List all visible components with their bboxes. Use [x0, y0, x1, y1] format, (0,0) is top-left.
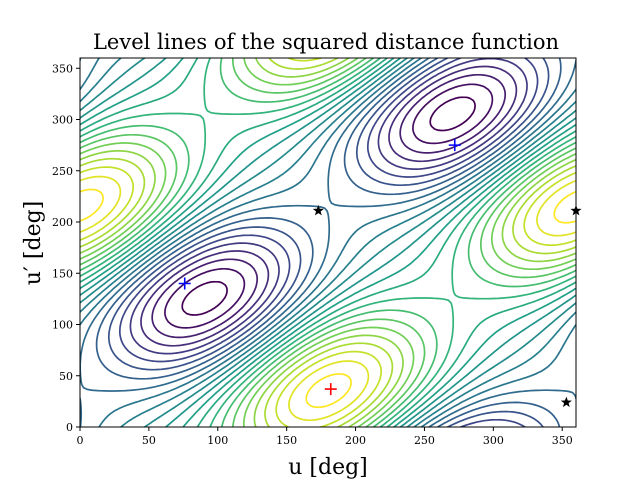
contour-level-14 [80, 58, 576, 427]
x-tick-label: 200 [345, 434, 366, 447]
contour-level-21 [80, 58, 576, 427]
contour-level-23 [80, 188, 576, 409]
y-tick-label: 150 [52, 267, 73, 280]
x-tick-label: 0 [77, 434, 84, 447]
y-tick-label: 350 [52, 62, 73, 75]
y-tick-label: 0 [66, 421, 73, 434]
contour-level-20 [80, 58, 576, 427]
contour-level-15 [80, 58, 576, 427]
x-tick-label: 100 [207, 434, 228, 447]
contour-level-12 [80, 58, 576, 427]
contour-level-16 [80, 58, 576, 427]
contour-level-0 [181, 96, 476, 316]
y-tick-label: 50 [59, 370, 73, 383]
x-tick-label: 150 [276, 434, 297, 447]
x-tick-label: 300 [483, 434, 504, 447]
x-axis-label: u [deg] [288, 455, 368, 480]
minimum-marker [448, 139, 461, 152]
minimum-marker [178, 277, 191, 290]
contour-level-13 [80, 58, 576, 427]
contour-level-11 [80, 58, 576, 427]
contour-level-1 [164, 83, 494, 329]
x-tick-label: 250 [414, 434, 435, 447]
x-tick-label: 50 [142, 434, 156, 447]
x-tick-label: 350 [552, 434, 573, 447]
chart-title: Level lines of the squared distance func… [93, 30, 559, 54]
contour-level-19 [80, 58, 576, 427]
contour-level-3 [140, 65, 518, 347]
y-axis-label: u′ [deg] [21, 201, 46, 286]
y-axis-ticks: 0 50 100 150 200 250 300 350 [52, 62, 80, 434]
contour-level-10 [80, 58, 576, 427]
contour-level-9 [80, 58, 576, 427]
y-tick-label: 200 [52, 216, 73, 229]
y-tick-label: 100 [52, 319, 73, 332]
contour-lines [80, 58, 576, 427]
maximum-marker [324, 383, 337, 396]
y-tick-label: 300 [52, 114, 73, 127]
contour-level-22 [80, 175, 576, 422]
contour-level-18 [80, 58, 576, 427]
contour-level-17 [80, 58, 576, 427]
saddle-star-marker [312, 204, 324, 216]
y-tick-label: 250 [52, 165, 73, 178]
x-axis-ticks: 0 50 100 150 200 250 300 350 [77, 427, 573, 447]
saddle-star-marker [560, 396, 572, 408]
contour-level-4 [129, 58, 528, 355]
plot-frame [79, 57, 577, 428]
contour-level-2 [151, 73, 507, 339]
